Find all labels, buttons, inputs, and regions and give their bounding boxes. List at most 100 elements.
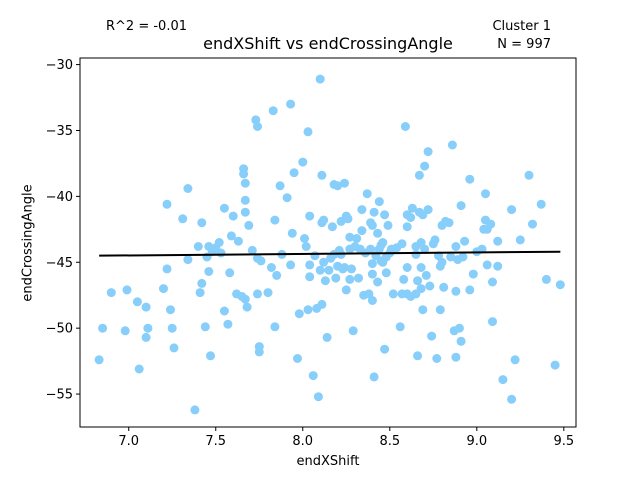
data-point-31: [214, 238, 224, 247]
sample-count-annotation: N = 997: [497, 37, 551, 52]
data-point-145: [381, 268, 391, 278]
data-point-24: [200, 322, 210, 332]
data-point-107: [340, 263, 349, 272]
data-point-63: [272, 270, 282, 280]
data-point-38: [228, 211, 238, 221]
y-tick-label: −45: [46, 256, 73, 271]
x-tick-label: 7.5: [205, 434, 226, 449]
data-point-74: [300, 234, 309, 243]
data-point-167: [413, 351, 423, 361]
data-point-228: [536, 199, 546, 209]
data-point-202: [456, 336, 466, 346]
data-point-143: [380, 344, 390, 354]
data-point-135: [373, 228, 383, 238]
data-point-130: [367, 269, 377, 279]
data-point-144: [380, 210, 390, 220]
data-point-11: [162, 264, 172, 274]
cluster-annotation: Cluster 1: [492, 19, 551, 34]
data-point-208: [468, 269, 478, 279]
data-point-90: [319, 215, 329, 225]
data-point-194: [446, 252, 456, 262]
data-point-204: [458, 252, 468, 262]
data-point-9: [141, 302, 151, 312]
chart-title: endXShift vs endCrossingAngle: [203, 34, 453, 53]
data-point-127: [366, 244, 376, 254]
data-point-150: [388, 289, 398, 299]
data-point-33: [219, 306, 229, 316]
data-point-174: [418, 305, 428, 315]
data-point-179: [423, 147, 433, 157]
data-point-168: [413, 276, 423, 286]
data-point-37: [226, 231, 236, 241]
data-point-28: [206, 351, 215, 361]
data-point-59: [266, 263, 276, 272]
data-point-163: [407, 203, 417, 213]
data-point-99: [331, 273, 341, 283]
data-point-7: [141, 332, 151, 342]
data-point-15: [169, 343, 179, 353]
data-point-187: [435, 305, 445, 315]
data-point-191: [439, 282, 449, 292]
data-point-64: [275, 181, 285, 191]
data-point-52: [253, 122, 262, 131]
data-point-185: [432, 354, 442, 363]
data-point-26: [204, 267, 214, 276]
data-point-87: [317, 299, 327, 309]
data-point-40: [233, 236, 243, 246]
data-point-184: [430, 235, 440, 245]
data-point-110: [343, 214, 353, 224]
data-point-71: [293, 354, 302, 363]
data-point-117: [352, 234, 362, 243]
data-point-129: [367, 259, 377, 269]
data-point-152: [395, 322, 405, 332]
data-point-18: [183, 255, 193, 265]
data-point-199: [451, 242, 461, 251]
data-point-180: [423, 205, 433, 215]
data-point-6: [134, 364, 144, 374]
data-point-86: [315, 265, 325, 275]
data-point-125: [364, 289, 374, 299]
regression-line: [99, 250, 561, 257]
y-tick-label: −30: [46, 58, 73, 73]
data-point-154: [397, 239, 407, 249]
data-point-231: [555, 280, 565, 290]
data-point-70: [289, 168, 299, 178]
data-point-224: [510, 355, 520, 365]
data-point-181: [425, 281, 435, 291]
data-point-133: [369, 207, 379, 217]
data-point-81: [308, 371, 318, 381]
regression-line-group: [99, 250, 561, 257]
data-point-159: [402, 263, 412, 272]
data-point-197: [451, 352, 461, 362]
y-tick-label: −50: [46, 322, 73, 337]
data-point-101: [333, 181, 343, 191]
data-point-5: [132, 297, 142, 307]
data-point-220: [493, 261, 503, 271]
x-tick-label: 7.0: [118, 434, 139, 449]
data-point-227: [528, 219, 537, 229]
data-point-114: [347, 264, 356, 274]
data-point-176: [420, 161, 430, 171]
data-point-57: [256, 256, 266, 266]
data-point-75: [301, 242, 311, 251]
data-point-106: [340, 178, 349, 188]
data-point-32: [216, 248, 226, 258]
data-point-22: [197, 278, 207, 288]
plot-frame: [79, 57, 577, 428]
data-point-21: [195, 288, 205, 298]
data-point-34: [219, 203, 229, 213]
data-point-2: [106, 288, 116, 298]
data-point-222: [507, 205, 517, 215]
data-point-203: [456, 201, 466, 211]
data-point-161: [406, 213, 416, 222]
data-point-166: [411, 249, 421, 259]
data-point-120: [357, 205, 367, 215]
x-tick-label: 9.5: [553, 434, 574, 449]
data-point-19: [190, 405, 200, 415]
x-axis: 7.0 7.5 8.0 8.5 9.0 9.5: [118, 427, 574, 449]
data-point-109: [341, 285, 351, 295]
data-point-221: [498, 375, 508, 385]
data-point-158: [402, 222, 412, 232]
data-point-137: [374, 197, 384, 207]
